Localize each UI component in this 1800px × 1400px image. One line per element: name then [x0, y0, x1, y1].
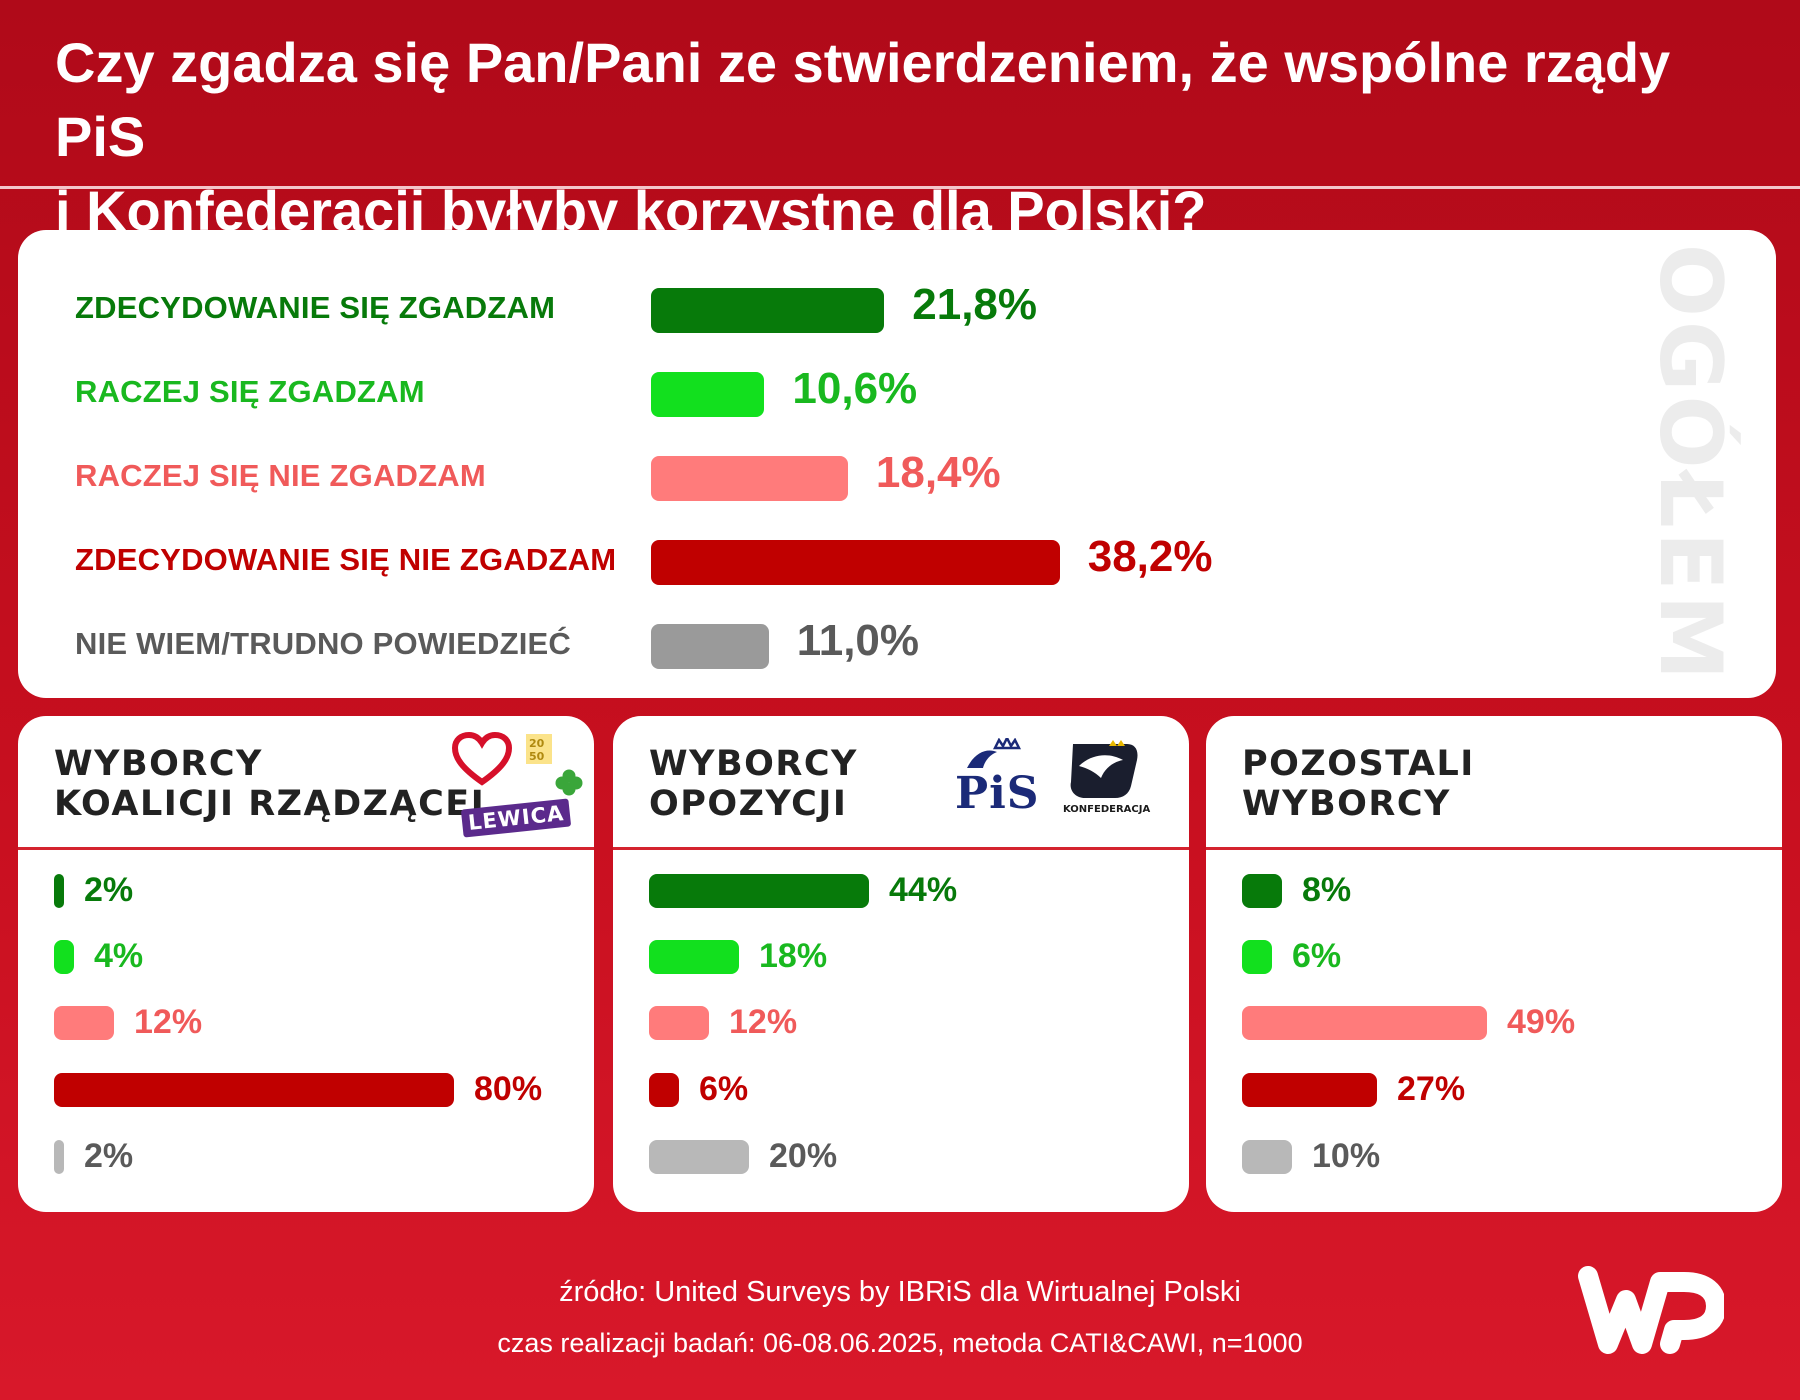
group-value: 80%	[474, 1070, 543, 1108]
group-value: 12%	[729, 1003, 798, 1041]
bar-disagree	[651, 456, 848, 501]
category-label: RACZEJ SIĘ ZGADZAM	[75, 374, 425, 409]
group-bar	[1242, 940, 1272, 974]
group-title-line: POZOSTALI	[1242, 744, 1475, 784]
group-value: 44%	[889, 871, 958, 909]
title-line-1: Czy zgadza się Pan/Pani ze stwierdzeniem…	[55, 31, 1671, 168]
group-value: 10%	[1312, 1137, 1381, 1175]
overall-row-disagree: RACZEJ SIĘ NIE ZGADZAM 18,4%	[18, 436, 1776, 520]
category-label: RACZEJ SIĘ NIE ZGADZAM	[75, 458, 486, 493]
polska2050-icon: 20 50	[526, 734, 552, 764]
group-title-line: WYBORCY	[54, 744, 263, 784]
group-value: 12%	[134, 1003, 203, 1041]
group-value: 27%	[1397, 1070, 1466, 1108]
group-value: 8%	[1302, 871, 1352, 909]
group-bar	[649, 874, 869, 908]
title-divider	[0, 186, 1800, 189]
group-bar	[649, 1073, 679, 1107]
group-bar	[54, 1073, 454, 1107]
group-title-line: KOALICJI RZĄDZĄCEJ	[54, 784, 486, 824]
group-value: 2%	[84, 1137, 134, 1175]
overall-row-strongly-agree: ZDECYDOWANIE SIĘ ZGADZAM 21,8%	[18, 268, 1776, 352]
group-separator	[1206, 847, 1782, 850]
opposition-logos: PiS KONFEDERACJA	[953, 738, 1183, 844]
value-label: 10,6%	[792, 364, 918, 413]
group-bar	[649, 940, 739, 974]
eagle-icon	[1070, 740, 1138, 798]
group-value: 18%	[759, 937, 828, 975]
source-text: źródło: United Surveys by IBRiS dla Wirt…	[559, 1276, 1241, 1308]
group-bar	[54, 874, 64, 908]
group-title-line: WYBORCY	[1242, 784, 1451, 824]
group-bar	[649, 1006, 709, 1040]
eagle-crown-icon	[967, 738, 1022, 768]
wp-logo-icon	[1578, 1266, 1724, 1354]
group-bar	[649, 1140, 749, 1174]
heart-icon	[452, 732, 512, 786]
group-title: POZOSTALI WYBORCY	[1242, 744, 1475, 824]
coalition-voters-card: WYBORCY KOALICJI RZĄDZĄCEJ 20 50 LEWICA …	[18, 716, 594, 1212]
lewica-logo: LEWICA	[460, 798, 572, 838]
group-value: 2%	[84, 871, 134, 909]
group-separator	[18, 847, 594, 850]
value-label: 11,0%	[796, 616, 920, 665]
page-title: Czy zgadza się Pan/Pani ze stwierdzeniem…	[55, 26, 1775, 248]
group-bar	[1242, 1006, 1487, 1040]
overall-chart-card: ZDECYDOWANIE SIĘ ZGADZAM 21,8% RACZEJ SI…	[18, 230, 1776, 698]
group-value: 6%	[699, 1070, 749, 1108]
svg-text:50: 50	[529, 750, 545, 763]
group-title-line: OPOZYCJI	[649, 784, 848, 824]
group-bar	[1242, 874, 1282, 908]
pis-logo: PiS	[955, 768, 1040, 819]
svg-text:20: 20	[529, 737, 545, 750]
group-bar	[54, 940, 74, 974]
ogolem-vertical-label: OGÓŁEM	[1630, 230, 1750, 698]
category-label: ZDECYDOWANIE SIĘ ZGADZAM	[75, 290, 556, 325]
group-value: 49%	[1507, 1003, 1576, 1041]
bar-agree	[651, 372, 765, 417]
value-label: 18,4%	[875, 448, 1001, 497]
konfederacja-logo: KONFEDERACJA	[1063, 804, 1151, 815]
group-title: WYBORCY OPOZYCJI	[649, 744, 858, 824]
group-bar	[1242, 1073, 1377, 1107]
ogolem-text: OGÓŁEM	[1640, 243, 1740, 685]
bar-dont-know	[651, 624, 769, 669]
group-value: 6%	[1292, 937, 1342, 975]
value-label: 21,8%	[912, 280, 1038, 329]
group-value: 20%	[769, 1137, 838, 1175]
other-voters-card: POZOSTALI WYBORCY 8% 6% 49% 27% 10%	[1206, 716, 1782, 1212]
overall-row-agree: RACZEJ SIĘ ZGADZAM 10,6%	[18, 352, 1776, 436]
value-label: 38,2%	[1087, 532, 1213, 581]
group-value: 4%	[94, 937, 144, 975]
group-bar	[54, 1006, 114, 1040]
group-bar	[1242, 1140, 1292, 1174]
overall-row-dont-know: NIE WIEM/TRUDNO POWIEDZIEĆ 11,0%	[18, 604, 1776, 688]
category-label: ZDECYDOWANIE SIĘ NIE ZGADZAM	[75, 542, 617, 577]
category-label: NIE WIEM/TRUDNO POWIEDZIEĆ	[75, 626, 572, 661]
clover-icon	[555, 769, 583, 796]
bar-strongly-agree	[651, 288, 885, 333]
overall-row-strongly-disagree: ZDECYDOWANIE SIĘ NIE ZGADZAM 38,2%	[18, 520, 1776, 604]
coalition-logos: 20 50 LEWICA	[452, 732, 592, 842]
group-bar	[54, 1140, 64, 1174]
opposition-voters-card: WYBORCY OPOZYCJI PiS KONFEDERACJA 44% 18…	[613, 716, 1189, 1212]
group-separator	[613, 847, 1189, 850]
bar-strongly-disagree	[651, 540, 1060, 585]
group-title-line: WYBORCY	[649, 744, 858, 784]
methodology-text: czas realizacji badań: 06-08.06.2025, me…	[497, 1328, 1303, 1358]
group-title: WYBORCY KOALICJI RZĄDZĄCEJ	[54, 744, 485, 824]
